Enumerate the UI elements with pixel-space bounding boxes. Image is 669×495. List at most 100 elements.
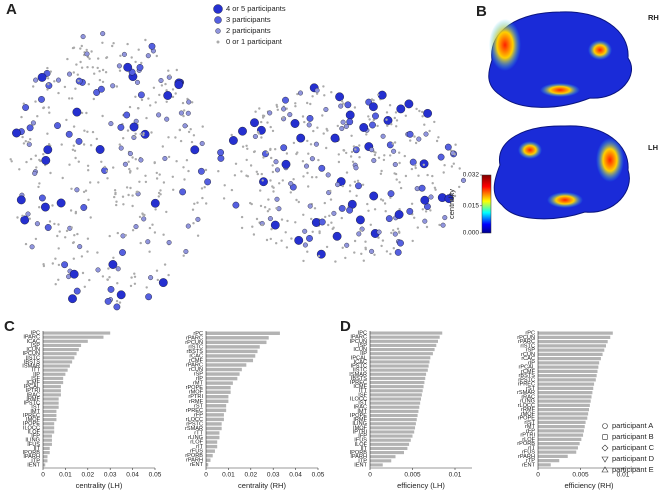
category-label: rLING (188, 435, 203, 441)
node (162, 155, 168, 161)
node (315, 92, 319, 95)
category-label: IPSTC (24, 401, 40, 407)
node (233, 174, 237, 177)
category-label: IRAC (27, 392, 40, 398)
node (353, 106, 357, 109)
category-label: IST (31, 405, 40, 411)
node (376, 229, 382, 235)
bar (206, 453, 213, 458)
node (185, 223, 191, 229)
bar (370, 339, 438, 343)
node (133, 282, 137, 285)
node (245, 144, 248, 147)
bar (538, 361, 600, 365)
node (431, 182, 434, 185)
node (80, 255, 84, 258)
node (124, 234, 128, 237)
category-label: rMT (193, 381, 204, 387)
node (390, 123, 393, 126)
node (108, 260, 118, 269)
node (368, 102, 378, 112)
node (74, 156, 77, 160)
node (258, 107, 261, 110)
node (271, 170, 275, 174)
node (155, 171, 158, 175)
category-label: ITT (359, 388, 368, 394)
node (135, 190, 138, 194)
node (417, 174, 420, 177)
category-label: ILOF (355, 442, 368, 448)
node (285, 107, 288, 110)
node (296, 133, 306, 143)
node (249, 164, 253, 167)
node (384, 210, 387, 213)
node (392, 231, 398, 237)
category-label: rST (526, 386, 536, 392)
node (270, 156, 273, 160)
node (150, 198, 160, 208)
node (434, 188, 437, 191)
node (251, 225, 254, 228)
node (86, 237, 90, 240)
category-label: IIT (360, 446, 367, 452)
node (253, 150, 256, 153)
node (158, 77, 164, 83)
node (435, 139, 439, 143)
bar (206, 404, 227, 408)
node (349, 155, 353, 158)
node (306, 171, 309, 175)
category-label: IIP (33, 372, 40, 378)
category-label: IPARC (23, 335, 40, 341)
category-label: IPC (31, 331, 40, 337)
node (153, 231, 157, 234)
node (421, 115, 424, 118)
node (332, 231, 342, 241)
node (200, 187, 204, 190)
node (185, 159, 189, 162)
node (174, 92, 177, 95)
node (32, 85, 35, 88)
node (115, 299, 119, 303)
node (376, 124, 379, 128)
bar (370, 434, 413, 438)
node (80, 204, 88, 211)
node (21, 135, 24, 139)
node (87, 198, 90, 201)
node (281, 179, 284, 182)
node (120, 233, 126, 239)
bar (43, 434, 52, 438)
node (318, 231, 321, 235)
node (404, 114, 407, 118)
node (287, 112, 293, 118)
node (276, 108, 279, 112)
node (252, 133, 258, 139)
bar (43, 372, 66, 376)
node (91, 130, 95, 134)
bar (206, 426, 222, 431)
node (41, 155, 51, 165)
category-label: rMT (525, 424, 536, 430)
node (51, 262, 54, 265)
node (144, 174, 147, 177)
node (458, 185, 461, 189)
node (157, 195, 160, 198)
node (148, 275, 154, 281)
category-label: ISF (31, 376, 40, 382)
node (56, 198, 66, 208)
node (358, 144, 361, 147)
bar (370, 372, 427, 376)
node (116, 290, 126, 300)
node (387, 190, 395, 198)
node (389, 252, 392, 256)
node (127, 193, 130, 197)
category-label: ICAC (27, 339, 40, 345)
node (39, 194, 46, 202)
node (461, 177, 467, 183)
bar (206, 331, 280, 335)
node (126, 42, 129, 46)
node (113, 195, 116, 199)
bar (206, 358, 254, 363)
node (87, 169, 90, 172)
node (396, 227, 400, 230)
node (394, 111, 398, 114)
